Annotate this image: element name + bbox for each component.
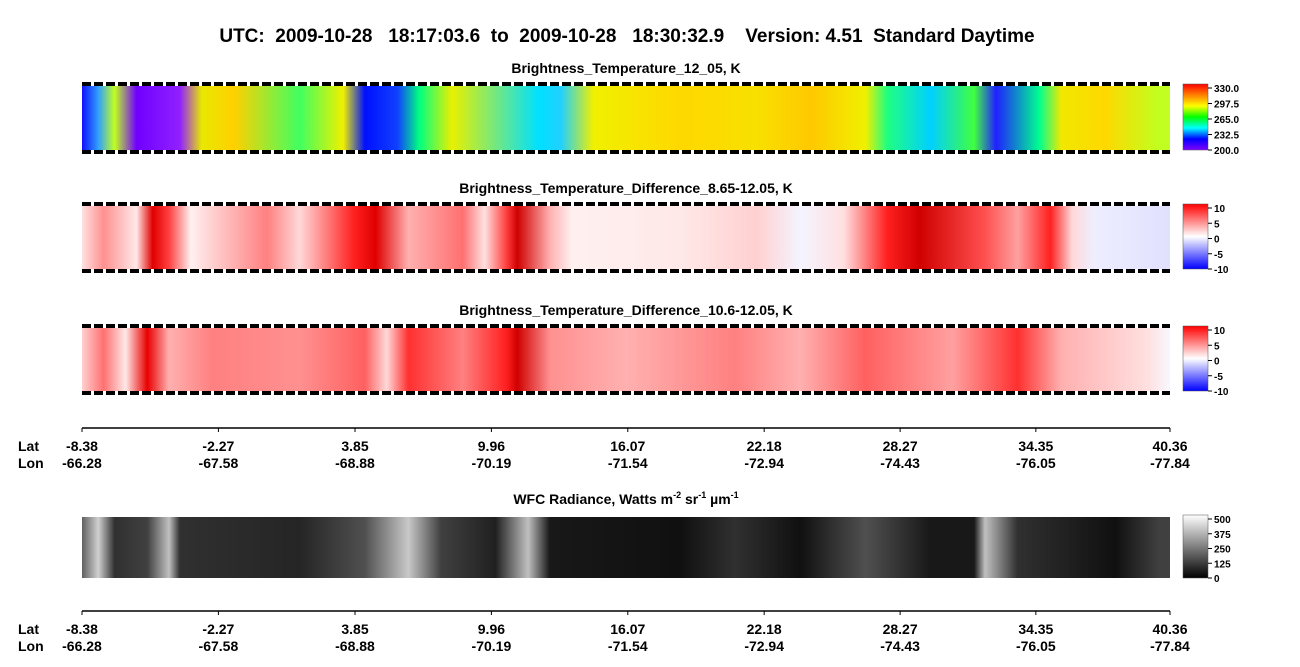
colorbar-tick-label: -10: [1214, 265, 1229, 276]
title-part: sr: [681, 491, 699, 507]
lat-tick-label: 22.18: [747, 438, 782, 454]
colorbar-tick-label: -5: [1214, 250, 1223, 261]
lon-tick-label: -68.88: [335, 638, 375, 654]
colorbar: [1182, 514, 1209, 579]
lon-tick-label: -76.05: [1016, 455, 1056, 471]
lon-tick-label: -72.94: [744, 455, 784, 471]
lon-tick-label: -66.28: [62, 638, 102, 654]
lat-tick-label: 3.85: [341, 621, 368, 637]
lon-tick-label: -68.88: [335, 455, 375, 471]
colorbar-tick-label: 0: [1214, 574, 1220, 585]
colorbar-tick-label: 5: [1214, 341, 1220, 352]
lat-tick-label: -2.27: [202, 438, 234, 454]
colorbar-tick-label: 330.0: [1214, 84, 1239, 95]
lon-tick-label: -71.54: [608, 455, 648, 471]
lat-tick-label: 16.07: [610, 621, 645, 637]
lon-tick-label: -71.54: [608, 638, 648, 654]
lat-tick-label: -8.38: [66, 438, 98, 454]
lat-tick-label: 3.85: [341, 438, 368, 454]
colorbar-tick-label: 375: [1214, 530, 1231, 541]
lat-tick-label: -8.38: [66, 621, 98, 637]
colorbar-tick-label: 500: [1214, 515, 1231, 526]
lat-tick-label: 40.36: [1152, 438, 1187, 454]
panel-title: WFC Radiance, Watts m-2 sr-1 µm-1: [513, 490, 738, 507]
colorbar-tick-label: 200.0: [1214, 146, 1239, 157]
colorbar-tick-label: 10: [1214, 326, 1226, 337]
lat-tick-label: 34.35: [1018, 621, 1053, 637]
lat-tick-label: 34.35: [1018, 438, 1053, 454]
panel-title: Brightness_Temperature_Difference_8.65-1…: [459, 180, 793, 196]
axis-row-label: Lat: [18, 438, 39, 454]
colorbar-tick-label: 0: [1214, 357, 1220, 368]
lon-tick-label: -70.19: [472, 455, 512, 471]
colorbar-tick-label: -10: [1214, 387, 1229, 398]
image-strip: [82, 328, 1170, 391]
colorbar-tick-label: 10: [1214, 204, 1226, 215]
title-part: -1: [731, 490, 739, 500]
axis-row-label: Lon: [18, 638, 44, 654]
lon-tick-label: -76.05: [1016, 638, 1056, 654]
colorbar-tick-label: 297.5: [1214, 100, 1239, 111]
lon-tick-label: -77.84: [1150, 455, 1190, 471]
colorbar-tick-label: 250: [1214, 545, 1231, 556]
colorbar-tick-label: 232.5: [1214, 131, 1239, 142]
title-part: WFC Radiance, Watts m: [513, 491, 673, 507]
title-part: µm: [706, 491, 730, 507]
title-part: -1: [698, 490, 706, 500]
image-strip: [82, 206, 1170, 269]
axis-row-label: Lat: [18, 621, 39, 637]
colorbar: [1182, 203, 1209, 270]
lon-tick-label: -67.58: [199, 455, 239, 471]
lat-tick-label: 9.96: [478, 621, 505, 637]
lon-tick-label: -77.84: [1150, 638, 1190, 654]
page-title: UTC: 2009-10-28 18:17:03.6 to 2009-10-28…: [219, 26, 1034, 47]
lat-tick-label: 28.27: [883, 621, 918, 637]
image-strip: [82, 86, 1170, 150]
lat-tick-label: 9.96: [478, 438, 505, 454]
lat-tick-label: 40.36: [1152, 621, 1187, 637]
lon-tick-label: -74.43: [880, 455, 920, 471]
image-strip: [82, 517, 1170, 578]
colorbar: [1182, 325, 1209, 392]
colorbar-tick-label: -5: [1214, 372, 1223, 383]
lon-tick-label: -74.43: [880, 638, 920, 654]
lon-tick-label: -67.58: [199, 638, 239, 654]
lat-tick-label: -2.27: [202, 621, 234, 637]
lon-tick-label: -66.28: [62, 455, 102, 471]
lon-tick-label: -72.94: [744, 638, 784, 654]
title-part: -2: [673, 490, 681, 500]
panel-title: Brightness_Temperature_Difference_10.6-1…: [459, 302, 793, 318]
panel-title: Brightness_Temperature_12_05, K: [511, 60, 740, 76]
lon-tick-label: -70.19: [472, 638, 512, 654]
colorbar: [1182, 83, 1209, 151]
lat-tick-label: 28.27: [883, 438, 918, 454]
axis-row-label: Lon: [18, 455, 44, 471]
lat-tick-label: 16.07: [610, 438, 645, 454]
lat-tick-label: 22.18: [747, 621, 782, 637]
colorbar-tick-label: 0: [1214, 235, 1220, 246]
colorbar-tick-label: 5: [1214, 219, 1220, 230]
colorbar-tick-label: 265.0: [1214, 115, 1239, 126]
colorbar-tick-label: 125: [1214, 559, 1231, 570]
